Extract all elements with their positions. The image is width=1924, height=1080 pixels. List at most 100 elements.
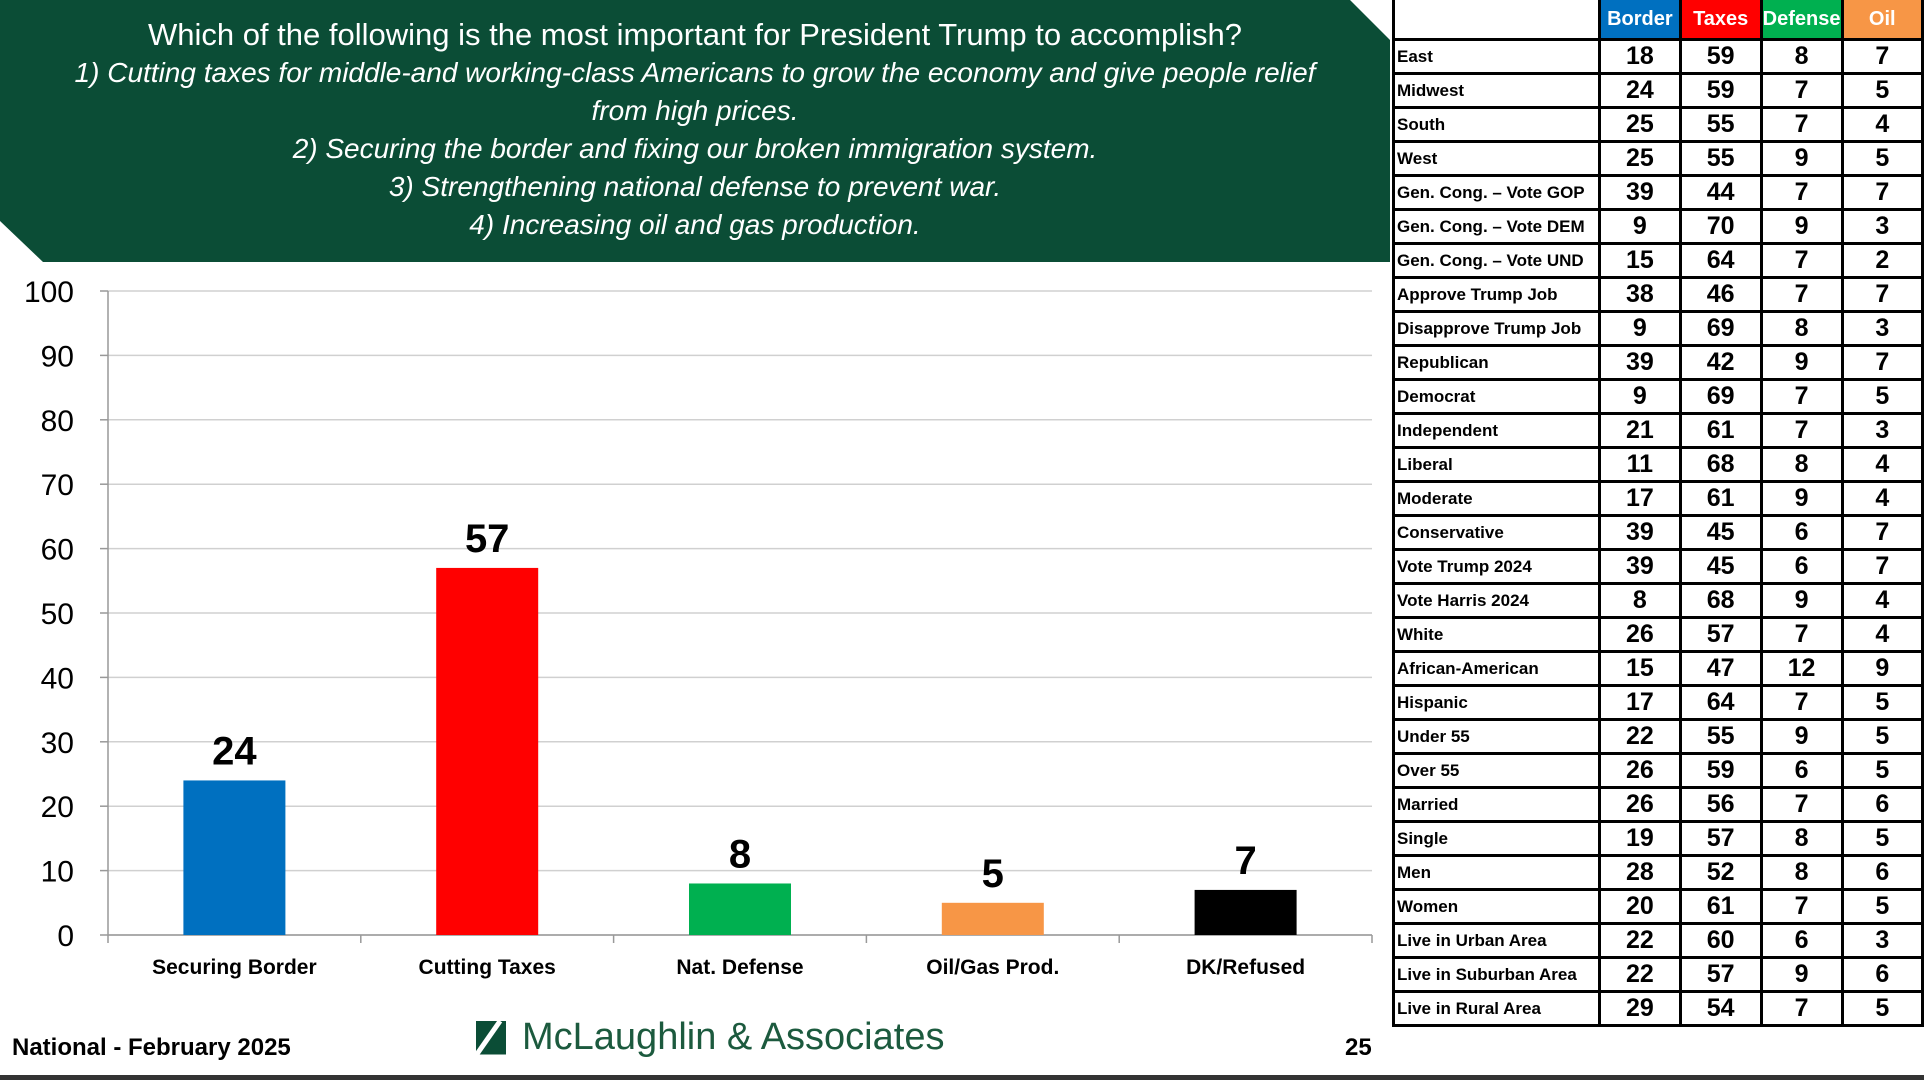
row-label: Over 55 — [1392, 752, 1601, 789]
table-row: Gen. Cong. – Vote GOP 39 44 7 7 — [1392, 174, 1924, 211]
cell-value: 7 — [1840, 344, 1924, 381]
cell-value: 4 — [1840, 616, 1924, 653]
table-corner — [1392, 0, 1600, 41]
data-label: 7 — [1234, 839, 1256, 883]
cell-value: 5 — [1840, 820, 1924, 857]
cell-value: 12 — [1759, 650, 1844, 687]
cell-value: 8 — [1759, 446, 1844, 483]
cell-value: 7 — [1759, 616, 1844, 653]
row-label: African-American — [1392, 650, 1601, 687]
table-row: Live in Rural Area 29 54 7 5 — [1392, 990, 1924, 1027]
y-tick-label: 10 — [41, 856, 74, 889]
table-row: Women 20 61 7 5 — [1392, 888, 1924, 925]
table-row: Disapprove Trump Job 9 69 8 3 — [1392, 310, 1924, 347]
cell-value: 3 — [1840, 208, 1924, 245]
row-label: West — [1392, 140, 1601, 177]
cell-value: 47 — [1678, 650, 1763, 687]
cell-value: 7 — [1759, 412, 1844, 449]
cell-value: 9 — [1759, 140, 1844, 177]
option-1-cont: from high prices. — [591, 95, 799, 126]
cell-value: 6 — [1759, 548, 1844, 585]
cell-value: 22 — [1597, 922, 1682, 959]
table-row: Conservative 39 45 6 7 — [1392, 514, 1924, 551]
row-label: Democrat — [1392, 378, 1601, 415]
row-label: Vote Harris 2024 — [1392, 582, 1601, 619]
cell-value: 17 — [1597, 684, 1682, 721]
cell-value: 8 — [1759, 854, 1844, 891]
cell-value: 4 — [1840, 446, 1924, 483]
cell-value: 9 — [1759, 956, 1844, 993]
cell-value: 39 — [1597, 514, 1682, 551]
table-row: Single 19 57 8 5 — [1392, 820, 1924, 857]
cell-value: 5 — [1840, 684, 1924, 721]
question-header: Which of the following is the most impor… — [0, 0, 1390, 262]
crosstab-table: Border Taxes Defense Oil East 18 59 8 7 Midwest 24… — [1392, 0, 1924, 1027]
cell-value: 59 — [1678, 38, 1763, 75]
table-row: Live in Urban Area 22 60 6 3 — [1392, 922, 1924, 959]
cell-value: 6 — [1759, 752, 1844, 789]
cell-value: 7 — [1759, 174, 1844, 211]
cell-value: 25 — [1597, 140, 1682, 177]
table-row: Midwest 24 59 7 5 — [1392, 72, 1924, 109]
data-label: 24 — [212, 729, 257, 773]
cell-value: 4 — [1840, 582, 1924, 619]
cell-value: 22 — [1597, 956, 1682, 993]
data-label: 5 — [982, 852, 1004, 896]
cell-value: 46 — [1678, 276, 1763, 313]
cell-value: 19 — [1597, 820, 1682, 857]
cell-value: 54 — [1678, 990, 1763, 1027]
table-row: West 25 55 9 5 — [1392, 140, 1924, 177]
cell-value: 57 — [1678, 616, 1763, 653]
cell-value: 64 — [1678, 242, 1763, 279]
cell-value: 68 — [1678, 446, 1763, 483]
table-row: Vote Trump 2024 39 45 6 7 — [1392, 548, 1924, 585]
y-tick-label: 50 — [41, 598, 74, 631]
data-label: 57 — [465, 517, 510, 561]
cell-value: 6 — [1840, 854, 1924, 891]
table-row: Democrat 9 69 7 5 — [1392, 378, 1924, 415]
table-row: Men 28 52 8 6 — [1392, 854, 1924, 891]
cell-value: 8 — [1759, 310, 1844, 347]
table-row: Independent 21 61 7 3 — [1392, 412, 1924, 449]
cell-value: 29 — [1597, 990, 1682, 1027]
survey-label: National - February 2025 — [12, 1034, 291, 1061]
cell-value: 4 — [1840, 480, 1924, 517]
y-tick-label: 70 — [41, 469, 74, 502]
cell-value: 70 — [1678, 208, 1763, 245]
cell-value: 55 — [1678, 718, 1763, 755]
table-row: Under 55 22 55 9 5 — [1392, 718, 1924, 755]
row-label: Under 55 — [1392, 718, 1601, 755]
cell-value: 25 — [1597, 106, 1682, 143]
cell-value: 7 — [1840, 514, 1924, 551]
question-title: Which of the following is the most impor… — [147, 17, 1243, 52]
logo-mark-icon — [476, 1020, 506, 1055]
row-label: Hispanic — [1392, 684, 1601, 721]
bottom-bar — [0, 1075, 1924, 1080]
row-label: Gen. Cong. – Vote UND — [1392, 242, 1601, 279]
cell-value: 7 — [1759, 990, 1844, 1027]
cell-value: 59 — [1678, 752, 1763, 789]
column-header-oil: Oil — [1840, 0, 1924, 41]
bar-nat-defense — [689, 883, 791, 935]
cell-value: 5 — [1840, 888, 1924, 925]
category-label: Nat. Defense — [676, 956, 803, 979]
row-label: Independent — [1392, 412, 1601, 449]
row-label: Live in Rural Area — [1392, 990, 1601, 1027]
column-header-border: Border — [1597, 0, 1682, 41]
cell-value: 45 — [1678, 548, 1763, 585]
row-label: Vote Trump 2024 — [1392, 548, 1601, 585]
cell-value: 5 — [1840, 752, 1924, 789]
cell-value: 60 — [1678, 922, 1763, 959]
table-row: Liberal 11 68 8 4 — [1392, 446, 1924, 483]
bar-chart: 0 10 20 30 40 50 60 70 80 90 100 24 Securing Border 5… — [24, 276, 1373, 979]
category-label: Oil/Gas Prod. — [926, 956, 1059, 979]
cell-value: 7 — [1759, 276, 1844, 313]
cell-value: 26 — [1597, 752, 1682, 789]
bar-oil-gas-prod- — [941, 902, 1044, 935]
cell-value: 8 — [1759, 38, 1844, 75]
cell-value: 9 — [1840, 650, 1924, 687]
cell-value: 6 — [1759, 922, 1844, 959]
row-label: Conservative — [1392, 514, 1601, 551]
table-row: African-American 15 47 12 9 — [1392, 650, 1924, 687]
cell-value: 6 — [1840, 956, 1924, 993]
